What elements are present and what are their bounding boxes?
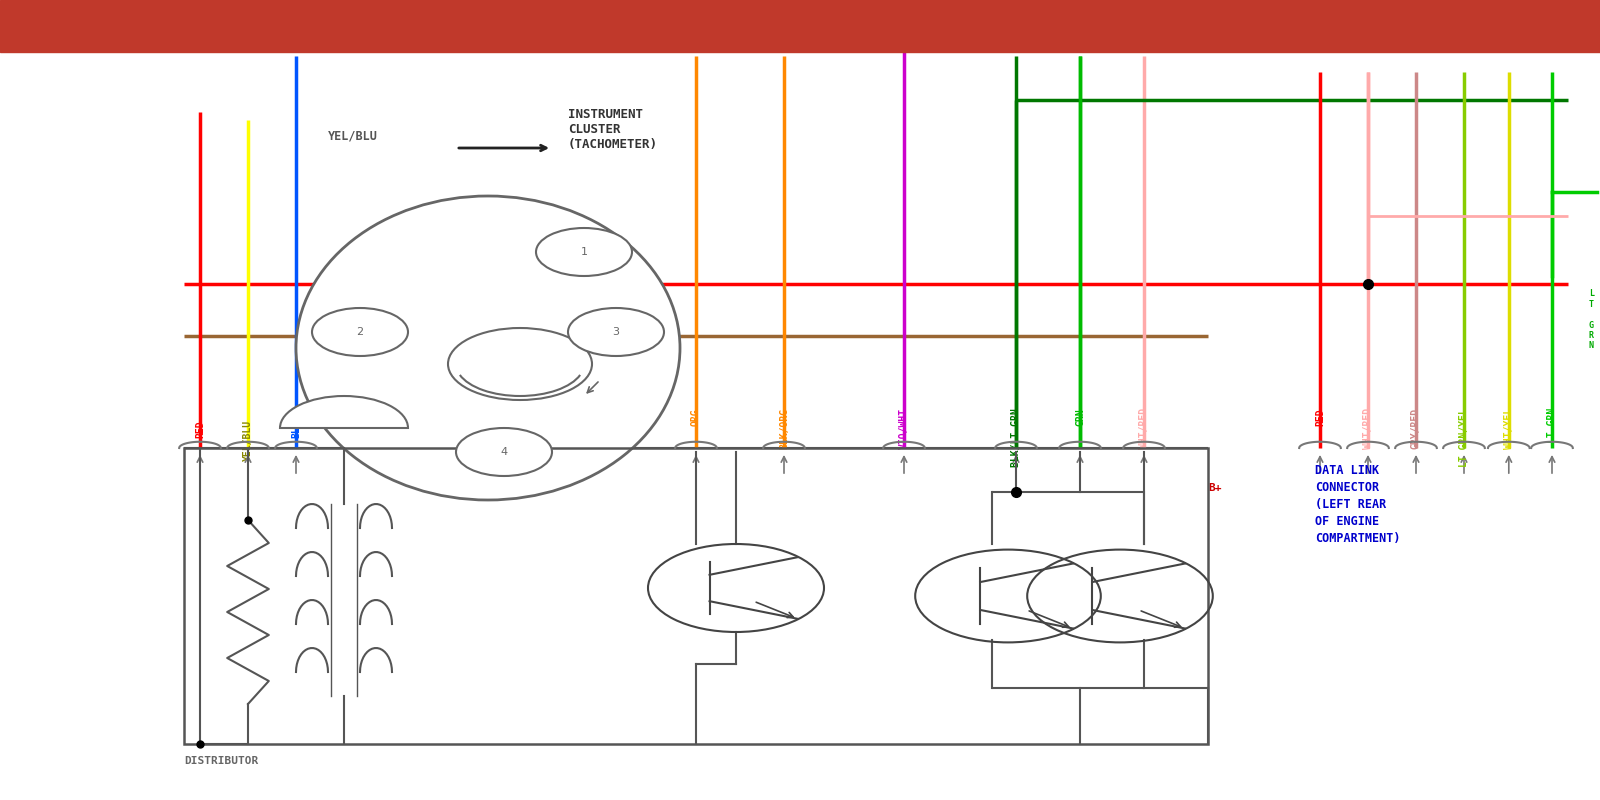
Text: 3: 3 [613,327,619,337]
Text: 2: 2 [357,327,363,337]
Text: B+: B+ [1208,483,1221,493]
Text: WHT/RED: WHT/RED [1363,408,1373,449]
Circle shape [456,428,552,476]
Text: GRN: GRN [1075,408,1085,426]
Circle shape [536,228,632,276]
Circle shape [312,308,408,356]
Text: YEL/BLU: YEL/BLU [243,420,253,461]
Text: 4: 4 [501,447,507,457]
Text: RED: RED [195,420,205,438]
Text: L
T
 
G
R
N: L T G R N [1589,290,1594,350]
Text: ORG: ORG [691,408,701,426]
Text: WHT/RED: WHT/RED [1139,408,1149,449]
Bar [184,448,1208,744]
Ellipse shape [296,196,680,500]
Text: WHT/YEL: WHT/YEL [1504,408,1514,449]
Wedge shape [280,396,408,428]
Text: DISTRIBUTOR: DISTRIBUTOR [184,756,258,766]
Text: INSTRUMENT
CLUSTER
(TACHOMETER): INSTRUMENT CLUSTER (TACHOMETER) [568,108,658,151]
Text: BLK/ORG: BLK/ORG [779,408,789,449]
Text: BLK/LT GRN: BLK/LT GRN [1011,408,1021,466]
Text: 1: 1 [581,247,587,257]
Circle shape [568,308,664,356]
Bar [0,0,1600,52]
Circle shape [448,328,592,400]
Text: YEL/BLU: YEL/BLU [328,130,378,142]
Text: RED: RED [1315,408,1325,426]
Text: LT GRN: LT GRN [1547,408,1557,443]
Text: LT GRN/YEL: LT GRN/YEL [1459,408,1469,466]
Text: BLU: BLU [291,420,301,438]
Text: DATA LINK
CONNECTOR
(LEFT REAR
OF ENGINE
COMPARTMENT): DATA LINK CONNECTOR (LEFT REAR OF ENGINE… [1315,464,1400,545]
Text: GRY/RED: GRY/RED [1411,408,1421,449]
Text: VIO/WHT: VIO/WHT [899,408,909,449]
